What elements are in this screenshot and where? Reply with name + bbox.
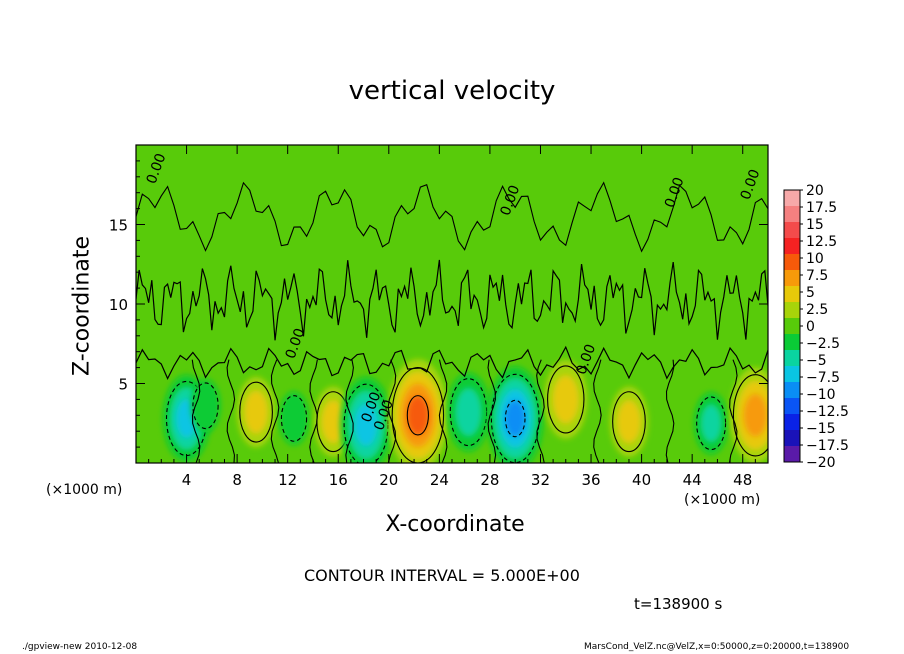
velocity-cell-7 bbox=[447, 372, 490, 452]
zero-contour-vertical-11 bbox=[728, 359, 738, 463]
colorbar-swatch-12 bbox=[784, 382, 800, 399]
x-tick-label-4: 20 bbox=[379, 471, 398, 489]
x-tick-label-9: 40 bbox=[632, 471, 651, 489]
velocity-cell-12 bbox=[729, 367, 768, 463]
colorbar-label-5: 7.5 bbox=[806, 268, 828, 284]
colorbar-swatch-15 bbox=[784, 430, 800, 447]
zero-contour-vertical-4 bbox=[345, 359, 354, 463]
colorbar-label-11: −7.5 bbox=[806, 370, 840, 386]
colorbar-swatch-5 bbox=[784, 270, 800, 287]
colorbar-label-15: −17.5 bbox=[806, 438, 849, 454]
zero-contour-vertical-8 bbox=[536, 359, 545, 463]
colorbar-swatch-9 bbox=[784, 334, 800, 351]
x-tick-label-3: 16 bbox=[329, 471, 348, 489]
colorbar-label-2: 15 bbox=[806, 217, 824, 233]
colorbar-label-8: 0 bbox=[806, 319, 815, 335]
colorbar-swatch-0 bbox=[784, 190, 800, 207]
y-tick-label-1: 10 bbox=[109, 296, 128, 314]
zero-contour-vertical-6 bbox=[438, 359, 448, 463]
velocity-cell-6 bbox=[387, 359, 449, 463]
zero-contour-vertical-0 bbox=[191, 359, 201, 463]
colorbar-label-9: −2.5 bbox=[806, 336, 840, 352]
colorbar-swatch-7 bbox=[784, 302, 800, 319]
y-axis-label: Z-coordinate bbox=[69, 236, 95, 376]
contour-interval-text: CONTOUR INTERVAL = 5.000E+00 bbox=[304, 566, 580, 585]
colorbar-swatch-8 bbox=[784, 318, 800, 335]
colorbar-swatch-6 bbox=[784, 286, 800, 303]
zero-contour-high bbox=[136, 181, 768, 253]
colorbar-swatch-1 bbox=[784, 206, 800, 223]
zero-contour-vertical-10 bbox=[665, 359, 675, 463]
x-tick-label-2: 12 bbox=[278, 471, 297, 489]
colorbar-label-3: 12.5 bbox=[806, 234, 837, 250]
chart-title: vertical velocity bbox=[348, 76, 556, 106]
x-tick-label-8: 36 bbox=[581, 471, 600, 489]
velocity-cell-2 bbox=[236, 376, 276, 448]
y-tick-label-2: 15 bbox=[109, 217, 128, 235]
colorbar-swatch-13 bbox=[784, 398, 800, 415]
x-unit-right: (×1000 m) bbox=[684, 492, 761, 508]
colorbar-label-1: 17.5 bbox=[806, 200, 837, 216]
x-unit-left: (×1000 m) bbox=[46, 482, 123, 498]
x-tick-label-5: 24 bbox=[430, 471, 449, 489]
colorbar-swatch-11 bbox=[784, 366, 800, 383]
zero-contour-vertical-3 bbox=[309, 359, 318, 463]
zero-contour-vertical-7 bbox=[487, 359, 497, 463]
velocity-field bbox=[162, 359, 768, 463]
x-tick-label-7: 32 bbox=[531, 471, 550, 489]
x-tick-label-1: 8 bbox=[232, 471, 242, 489]
velocity-cell-3 bbox=[279, 391, 309, 446]
zero-contour-mid bbox=[136, 259, 768, 341]
colorbar-label-14: −15 bbox=[806, 421, 836, 437]
colorbar-swatch-14 bbox=[784, 414, 800, 431]
zero-contour-vertical-9 bbox=[593, 359, 602, 463]
colorbar-label-6: 5 bbox=[806, 285, 815, 301]
colorbar-label-12: −10 bbox=[806, 387, 836, 403]
x-tick-label-6: 28 bbox=[480, 471, 499, 489]
colorbar-label-0: 20 bbox=[806, 183, 824, 199]
zero-contour-vertical-5 bbox=[387, 359, 397, 463]
colorbar-swatch-4 bbox=[784, 254, 800, 271]
colorbar: 2017.51512.5107.552.50−2.5−5−7.5−10−12.5… bbox=[783, 183, 849, 471]
y-tick-label-0: 5 bbox=[118, 376, 128, 394]
velocity-cell-10 bbox=[609, 386, 649, 457]
colorbar-swatch-2 bbox=[784, 222, 800, 239]
velocity-cell-1 bbox=[190, 378, 221, 433]
x-tick-label-0: 4 bbox=[182, 471, 192, 489]
colorbar-label-13: −12.5 bbox=[806, 404, 849, 420]
footer-left: ./gpview-new 2010-12-08 bbox=[22, 642, 138, 652]
velocity-cell-9 bbox=[544, 360, 588, 439]
colorbar-label-10: −5 bbox=[806, 353, 827, 369]
colorbar-label-4: 10 bbox=[806, 251, 824, 267]
colorbar-swatch-10 bbox=[784, 350, 800, 367]
colorbar-swatch-3 bbox=[784, 238, 800, 255]
x-axis-label: X-coordinate bbox=[385, 512, 525, 537]
footer-right: MarsCond_VelZ.nc@VelZ,x=0:50000,z=0:2000… bbox=[584, 642, 850, 652]
x-tick-label-11: 48 bbox=[733, 471, 752, 489]
colorbar-swatch-16 bbox=[784, 446, 800, 463]
zero-contour-vertical-1 bbox=[226, 359, 236, 463]
zero-contour-vertical-2 bbox=[270, 359, 280, 463]
x-tick-label-10: 44 bbox=[683, 471, 702, 489]
time-label: t=138900 s bbox=[634, 595, 723, 613]
velocity-cell-5 bbox=[340, 377, 392, 463]
colorbar-label-7: 2.5 bbox=[806, 302, 828, 318]
zero-contour-low bbox=[136, 345, 768, 380]
velocity-cell-11 bbox=[694, 392, 729, 455]
velocity-cell-8 bbox=[487, 366, 544, 463]
colorbar-label-16: −20 bbox=[806, 455, 836, 471]
